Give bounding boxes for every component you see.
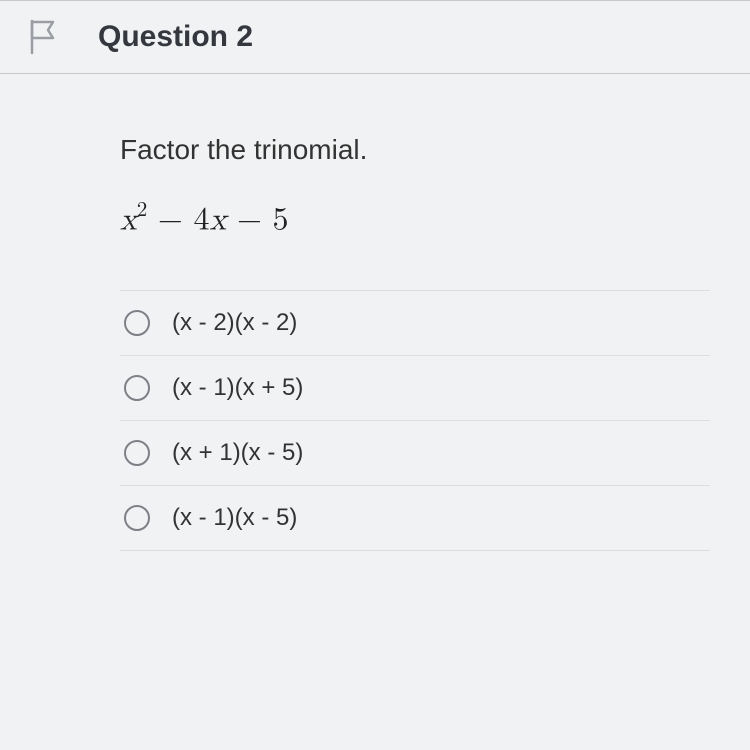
answer-choice[interactable]: (x + 1)(x - 5) — [120, 420, 710, 485]
flag-icon[interactable] — [28, 19, 58, 55]
question-body: Factor the trinomial. x2 − 4x − 5 (x - 2… — [0, 74, 750, 571]
answer-choices: (x - 2)(x - 2) (x - 1)(x + 5) (x + 1)(x … — [120, 290, 710, 551]
radio-icon[interactable] — [124, 310, 150, 336]
question-prompt: Factor the trinomial. — [120, 134, 710, 166]
radio-icon[interactable] — [124, 440, 150, 466]
answer-choice[interactable]: (x - 1)(x - 5) — [120, 485, 710, 551]
choice-label: (x + 1)(x - 5) — [172, 439, 303, 467]
choice-label: (x - 2)(x - 2) — [172, 309, 297, 337]
question-expression: x2 − 4x − 5 — [120, 200, 710, 240]
radio-icon[interactable] — [124, 375, 150, 401]
choice-label: (x - 1)(x + 5) — [172, 374, 303, 402]
question-title: Question 2 — [98, 20, 253, 54]
quiz-page: Question 2 Factor the trinomial. x2 − 4x… — [0, 0, 750, 750]
radio-icon[interactable] — [124, 505, 150, 531]
question-header: Question 2 — [0, 0, 750, 74]
choice-label: (x - 1)(x - 5) — [172, 504, 297, 532]
answer-choice[interactable]: (x - 1)(x + 5) — [120, 355, 710, 420]
answer-choice[interactable]: (x - 2)(x - 2) — [120, 290, 710, 355]
